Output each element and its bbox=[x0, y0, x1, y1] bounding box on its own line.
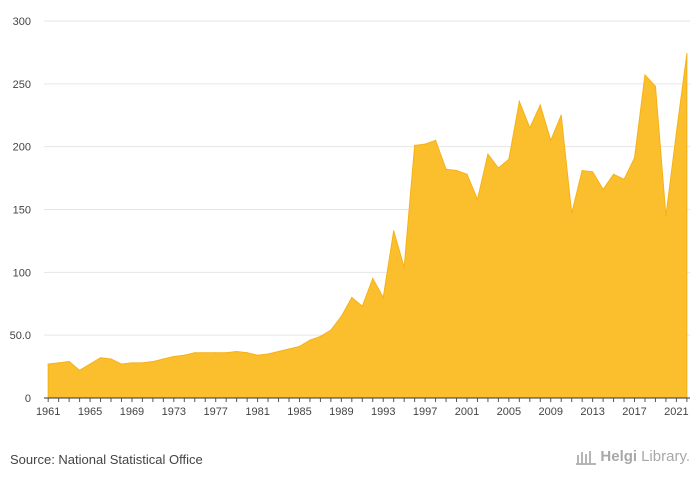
y-tick-label: 250 bbox=[13, 79, 31, 91]
x-tick-label: 1969 bbox=[120, 406, 144, 418]
library-logo-icon bbox=[576, 450, 597, 465]
data-point bbox=[89, 363, 91, 365]
data-point bbox=[68, 360, 70, 363]
logo-text-helgi: Helgi bbox=[600, 448, 638, 465]
data-point bbox=[560, 114, 562, 116]
data-point bbox=[445, 168, 447, 170]
data-point bbox=[633, 157, 636, 159]
data-point bbox=[466, 173, 468, 175]
data-point bbox=[434, 139, 437, 141]
data-point bbox=[246, 352, 248, 354]
x-tick-label: 2001 bbox=[455, 406, 479, 418]
data-point bbox=[351, 296, 353, 299]
x-tick-label: 1973 bbox=[162, 406, 186, 418]
data-point bbox=[131, 362, 133, 364]
area-fill bbox=[47, 53, 688, 399]
data-point bbox=[361, 305, 363, 307]
data-point bbox=[58, 362, 60, 364]
x-tick-label: 2013 bbox=[580, 406, 604, 418]
data-point bbox=[414, 144, 416, 147]
data-point bbox=[319, 335, 322, 338]
logo-text-library: Library. bbox=[641, 448, 690, 465]
data-point bbox=[497, 167, 499, 169]
data-point bbox=[623, 178, 625, 180]
data-point bbox=[487, 153, 489, 155]
data-point bbox=[602, 188, 604, 190]
data-point bbox=[225, 352, 227, 354]
data-point bbox=[120, 363, 123, 365]
chart: 0 50.0 100 150 200 250 300 1961 1965 1969 1973 197… bbox=[10, 16, 690, 418]
x-tick-label: 2021 bbox=[664, 406, 688, 418]
data-point bbox=[47, 363, 49, 365]
data-point bbox=[277, 350, 280, 353]
data-point bbox=[424, 143, 426, 145]
data-point bbox=[654, 85, 657, 87]
area-series bbox=[47, 53, 688, 399]
data-point bbox=[372, 278, 374, 280]
data-point bbox=[298, 345, 301, 348]
x-tick-label: 2005 bbox=[497, 406, 521, 418]
data-point bbox=[581, 169, 583, 172]
data-point bbox=[173, 355, 175, 358]
data-point bbox=[288, 348, 290, 350]
data-point bbox=[665, 215, 667, 217]
data-point bbox=[571, 212, 573, 214]
data-point bbox=[330, 329, 332, 331]
x-tick-label: 2009 bbox=[539, 406, 563, 418]
data-point bbox=[204, 352, 206, 354]
y-tick-label: 300 bbox=[13, 16, 31, 28]
data-point bbox=[215, 352, 217, 354]
data-point bbox=[550, 139, 552, 141]
data-point bbox=[518, 100, 520, 103]
y-tick-label: 150 bbox=[13, 205, 31, 217]
x-tick-label: 1981 bbox=[245, 406, 269, 418]
y-tick-label: 50.0 bbox=[10, 330, 31, 342]
data-point bbox=[393, 230, 395, 232]
data-point bbox=[183, 354, 185, 356]
data-point bbox=[382, 296, 384, 299]
data-point bbox=[152, 360, 154, 363]
data-point bbox=[141, 362, 144, 364]
data-point bbox=[644, 74, 646, 76]
x-tick-label: 1965 bbox=[78, 406, 102, 418]
y-tick-label: 100 bbox=[13, 267, 31, 279]
y-axis: 0 50.0 100 150 200 250 300 bbox=[10, 16, 31, 405]
data-point bbox=[612, 173, 615, 175]
data-point bbox=[194, 352, 196, 354]
data-point bbox=[309, 339, 311, 341]
x-tick-label: 1977 bbox=[203, 406, 227, 418]
x-tick-label: 2017 bbox=[622, 406, 646, 418]
x-tick-label: 1997 bbox=[413, 406, 437, 418]
data-point bbox=[256, 354, 259, 356]
data-point bbox=[686, 53, 688, 55]
x-axis: 1961 1965 1969 1973 1977 1981 1985 1989 1993 1997… bbox=[36, 397, 690, 418]
footer: Source: National Statistical Office Helg… bbox=[0, 440, 700, 483]
data-point bbox=[236, 350, 238, 353]
y-tick-label: 0 bbox=[25, 393, 31, 405]
source-note: Source: National Statistical Office bbox=[10, 452, 203, 467]
data-point bbox=[78, 369, 81, 371]
data-point bbox=[529, 127, 531, 129]
data-point bbox=[476, 198, 479, 201]
data-point bbox=[267, 353, 269, 355]
x-tick-label: 1985 bbox=[287, 406, 311, 418]
helgilibrary-logo: Helgi Library. bbox=[576, 448, 690, 465]
data-point bbox=[110, 358, 112, 360]
y-tick-label: 200 bbox=[13, 142, 31, 154]
data-point bbox=[403, 266, 405, 268]
x-tick-label: 1993 bbox=[371, 406, 395, 418]
data-point bbox=[99, 357, 102, 359]
data-point bbox=[340, 315, 342, 317]
data-point bbox=[162, 358, 164, 360]
data-point bbox=[592, 171, 594, 173]
data-point bbox=[675, 132, 677, 134]
data-point bbox=[539, 104, 541, 106]
x-tick-label: 1989 bbox=[329, 406, 353, 418]
data-point bbox=[508, 158, 510, 160]
x-tick-label: 1961 bbox=[36, 406, 60, 418]
data-point bbox=[455, 169, 458, 172]
